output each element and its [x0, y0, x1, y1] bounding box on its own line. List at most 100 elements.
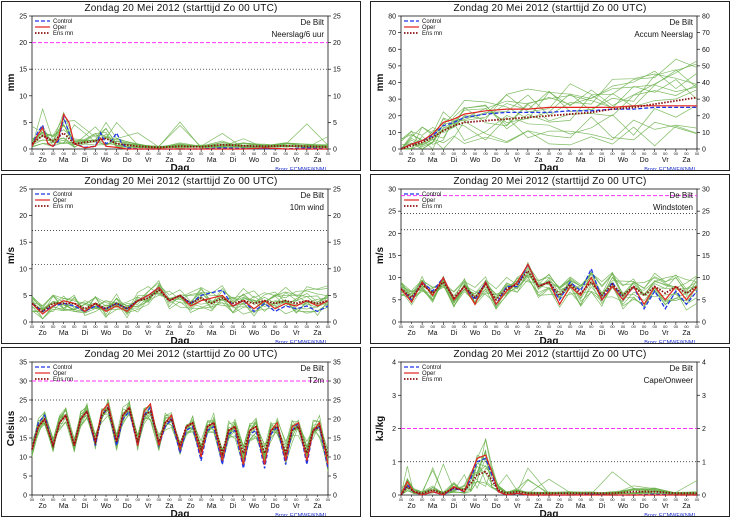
- day-tick-label: Vr: [514, 157, 521, 164]
- hour-tick-label: 00: [631, 151, 636, 156]
- day-tick-label: Za: [534, 157, 542, 164]
- hour-tick-label: 00: [51, 497, 56, 502]
- y-tick-label-left: 2: [392, 426, 396, 433]
- y-tick-label-left: 5: [23, 293, 27, 300]
- hour-tick-label: 00: [452, 497, 457, 502]
- hour-tick-label: 00: [262, 151, 267, 156]
- day-tick-label: Za: [165, 503, 173, 510]
- hour-tick-label: 00: [252, 151, 257, 156]
- hour-tick-label: 00: [695, 497, 700, 502]
- y-axis-label: mm: [6, 74, 17, 92]
- y-tick-label-left: 0: [392, 320, 396, 327]
- hour-tick-label: 00: [536, 497, 541, 502]
- y-tick-label-right: 0: [702, 147, 706, 154]
- day-tick-label: Zo: [38, 330, 46, 337]
- hour-tick-label: 00: [578, 497, 583, 502]
- hour-tick-label: 00: [199, 497, 204, 502]
- hour-tick-label: 00: [547, 151, 552, 156]
- hour-tick-label: 00: [684, 497, 689, 502]
- day-tick-label: Wo: [618, 330, 628, 337]
- day-tick-label: Di: [451, 330, 458, 337]
- day-tick-label: Vr: [514, 503, 521, 510]
- y-tick-label-right: 30: [333, 379, 341, 386]
- day-tick-label: Zo: [38, 503, 46, 510]
- location-label: De Bilt: [300, 364, 324, 373]
- hour-tick-label: 00: [188, 324, 193, 329]
- chart-title: Zondag 20 Mei 2012 (starttijd Zo 00 UTC): [84, 3, 278, 14]
- y-tick-label-right: 15: [333, 240, 341, 247]
- day-tick-label: Di: [230, 503, 237, 510]
- day-tick-label: Ma: [428, 330, 438, 337]
- y-tick-label-right: 30: [702, 97, 710, 104]
- ensemble-member-line: [400, 272, 698, 308]
- hour-tick-label: 00: [125, 497, 130, 502]
- hour-tick-label: 00: [146, 324, 151, 329]
- series-control-line: [400, 106, 697, 150]
- y-tick-label-left: 25: [19, 187, 27, 194]
- day-tick-label: Di: [599, 157, 606, 164]
- day-tick-label: Do: [640, 503, 649, 510]
- source-label: Bron: ECMWF/KNMI: [644, 513, 695, 516]
- hour-tick-label: 00: [652, 497, 657, 502]
- hour-tick-label: 00: [157, 151, 162, 156]
- legend-label: Oper: [422, 25, 435, 31]
- day-tick-label: Vr: [145, 503, 152, 510]
- y-tick-label-right: 15: [702, 253, 710, 260]
- hour-tick-label: 00: [83, 151, 88, 156]
- hour-tick-label: 00: [600, 151, 605, 156]
- day-tick-label: Za: [534, 503, 542, 510]
- hour-tick-label: 00: [231, 324, 236, 329]
- hour-tick-label: 00: [473, 151, 478, 156]
- day-tick-label: Za: [313, 503, 321, 510]
- hour-tick-label: 00: [199, 151, 204, 156]
- y-tick-label-right: 25: [702, 209, 710, 216]
- hour-tick-label: 00: [473, 324, 478, 329]
- location-label: De Bilt: [669, 191, 693, 200]
- hour-tick-label: 00: [420, 324, 425, 329]
- hour-tick-label: 00: [125, 151, 130, 156]
- hour-tick-label: 00: [420, 151, 425, 156]
- y-tick-label-left: 10: [19, 455, 27, 462]
- day-tick-label: Vr: [145, 330, 152, 337]
- ensemble-member-line: [400, 104, 698, 150]
- hour-tick-label: 00: [305, 497, 310, 502]
- hour-tick-label: 00: [568, 324, 573, 329]
- day-tick-label: Ma: [59, 330, 69, 337]
- y-tick-label-left: 15: [388, 253, 396, 260]
- ensemble-member-line: [400, 457, 698, 495]
- chart-title: Zondag 20 Mei 2012 (starttijd Zo 00 UTC): [84, 176, 278, 187]
- hour-tick-label: 00: [663, 497, 668, 502]
- hour-tick-label: 00: [409, 324, 414, 329]
- hour-tick-label: 00: [315, 497, 320, 502]
- y-tick-label-right: 25: [333, 398, 341, 405]
- hour-tick-label: 00: [188, 151, 193, 156]
- hour-tick-label: 00: [157, 497, 162, 502]
- y-tick-label-right: 1: [702, 459, 706, 466]
- hour-tick-label: 00: [483, 324, 488, 329]
- y-tick-label-right: 10: [333, 93, 341, 100]
- y-tick-label-right: 25: [333, 187, 341, 194]
- hour-tick-label: 00: [452, 324, 457, 329]
- x-axis-label: Dag: [171, 336, 190, 343]
- hour-tick-label: 00: [114, 497, 119, 502]
- chart-panel-neerslag: Zondag 20 Mei 2012 (starttijd Zo 00 UTC)…: [1, 1, 361, 171]
- y-tick-label-left: 30: [388, 97, 396, 104]
- y-tick-label-right: 0: [702, 320, 706, 327]
- day-tick-label: Wo: [470, 330, 480, 337]
- hour-tick-label: 00: [326, 497, 331, 502]
- day-tick-label: Za: [313, 330, 321, 337]
- hour-tick-label: 00: [642, 151, 647, 156]
- day-tick-label: Wo: [470, 503, 480, 510]
- source-label: Bron: ECMWF/KNMI: [644, 167, 695, 170]
- series-oper-line: [400, 105, 697, 150]
- legend-label: Control: [422, 192, 441, 198]
- hour-tick-label: 00: [209, 324, 214, 329]
- day-tick-label: Zo: [186, 157, 194, 164]
- legend-label: Oper: [53, 198, 66, 204]
- hour-tick-label: 00: [199, 324, 204, 329]
- hour-tick-label: 00: [695, 151, 700, 156]
- hour-tick-label: 00: [30, 497, 35, 502]
- ensemble-member-line: [400, 63, 698, 149]
- day-tick-label: Zo: [407, 157, 415, 164]
- legend-label: Oper: [422, 371, 435, 377]
